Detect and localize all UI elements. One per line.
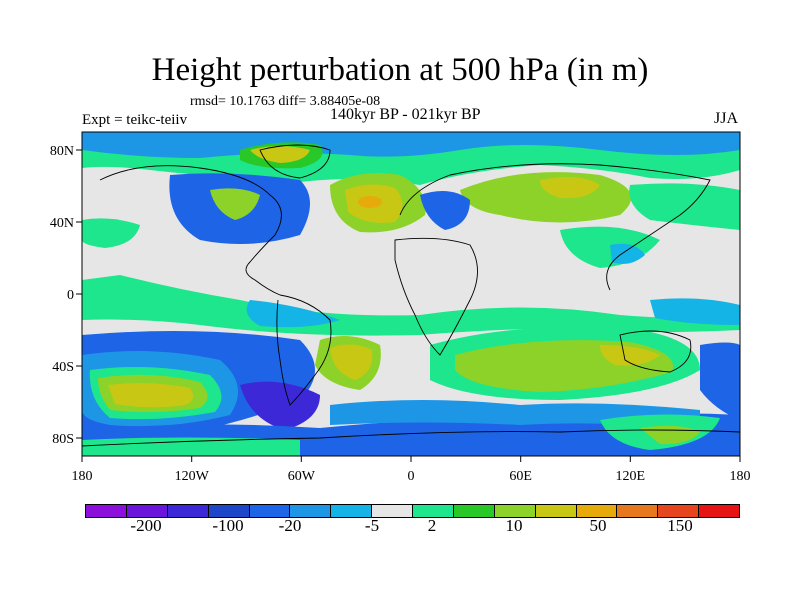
colorbar-label: 150	[667, 516, 693, 535]
y-tick-label: 80S	[52, 432, 74, 447]
season-label: JJA	[714, 110, 739, 127]
x-tick-label: 60W	[288, 469, 316, 484]
x-tick-label: 0	[408, 469, 415, 484]
colorbar-swatch	[699, 505, 739, 517]
contour-region	[82, 437, 300, 456]
colorbar-swatch	[372, 505, 413, 517]
contour-region	[108, 383, 194, 408]
colorbar-swatch	[413, 505, 454, 517]
colorbar-label: 50	[589, 516, 607, 535]
coastline-south-america	[276, 294, 332, 406]
colorbar-swatch	[126, 505, 168, 517]
colorbar-label: 2	[427, 516, 437, 535]
colorbar-swatch	[576, 505, 618, 517]
colorbar-label: -100	[212, 516, 244, 535]
colorbar-swatch	[453, 505, 495, 517]
coastline-africa	[394, 237, 478, 356]
period-label: 140kyr BP - 021kyr BP	[330, 106, 481, 123]
colorbar-label: 10	[505, 516, 523, 535]
colorbar-swatch	[535, 505, 577, 517]
colorbar-swatch	[494, 505, 536, 517]
y-tick-labels: 80N 40N 0 40S 80S	[50, 144, 74, 447]
contour-region	[610, 243, 645, 264]
contour-region	[700, 342, 740, 420]
y-tick-label: 40N	[50, 216, 74, 231]
page-title: Height perturbation at 500 hPa (in m)	[151, 52, 649, 88]
colorbar-swatch	[658, 505, 700, 517]
contour-region	[420, 191, 470, 230]
colorbar-swatch	[86, 505, 127, 517]
x-tick-labels: 180 120W 60W 0 60E 120E 180	[72, 469, 751, 484]
contour-region	[210, 188, 260, 220]
colorbar-label: -20	[278, 516, 302, 535]
colorbar-swatch	[208, 505, 250, 517]
contour-region	[358, 196, 382, 208]
colorbar-label: -5	[364, 516, 380, 535]
colorbar-swatch	[249, 505, 291, 517]
contour-region	[330, 344, 373, 380]
contour-region	[650, 298, 740, 325]
x-tick-label: 180	[72, 469, 93, 484]
x-tick-label: 120E	[616, 469, 646, 484]
contour-region	[82, 275, 740, 336]
coastline-eurasia	[399, 163, 711, 291]
stats-text: rmsd= 10.1763 diff= 3.88405e-08	[190, 94, 381, 109]
x-tick-label: 60E	[509, 469, 532, 484]
coastline-australia	[619, 330, 692, 373]
colorbar-label: -200	[130, 516, 162, 535]
y-tick-label: 0	[67, 288, 74, 303]
coastline-greenland	[259, 144, 331, 179]
contour-region	[540, 176, 600, 199]
colorbar-swatch	[290, 505, 332, 517]
axis-ticks	[76, 149, 741, 462]
colorbar-swatch	[331, 505, 373, 517]
y-tick-label: 40S	[52, 360, 74, 375]
contour-region	[82, 218, 140, 248]
y-tick-label: 80N	[50, 144, 74, 159]
colorbar-swatch	[617, 505, 659, 517]
colorbar	[85, 504, 740, 518]
x-tick-label: 180	[730, 469, 751, 484]
coastline-north-america	[99, 165, 282, 296]
contour-region	[600, 345, 660, 366]
colorbar-swatch	[167, 505, 209, 517]
contour-fill-layer	[82, 132, 740, 456]
x-tick-label: 120W	[175, 469, 210, 484]
experiment-label: Expt = teikc-teiiv	[82, 112, 188, 128]
coastlines	[82, 144, 740, 447]
contour-region	[629, 183, 740, 230]
contour-region	[246, 300, 340, 328]
coastline-antarctica	[82, 429, 740, 447]
